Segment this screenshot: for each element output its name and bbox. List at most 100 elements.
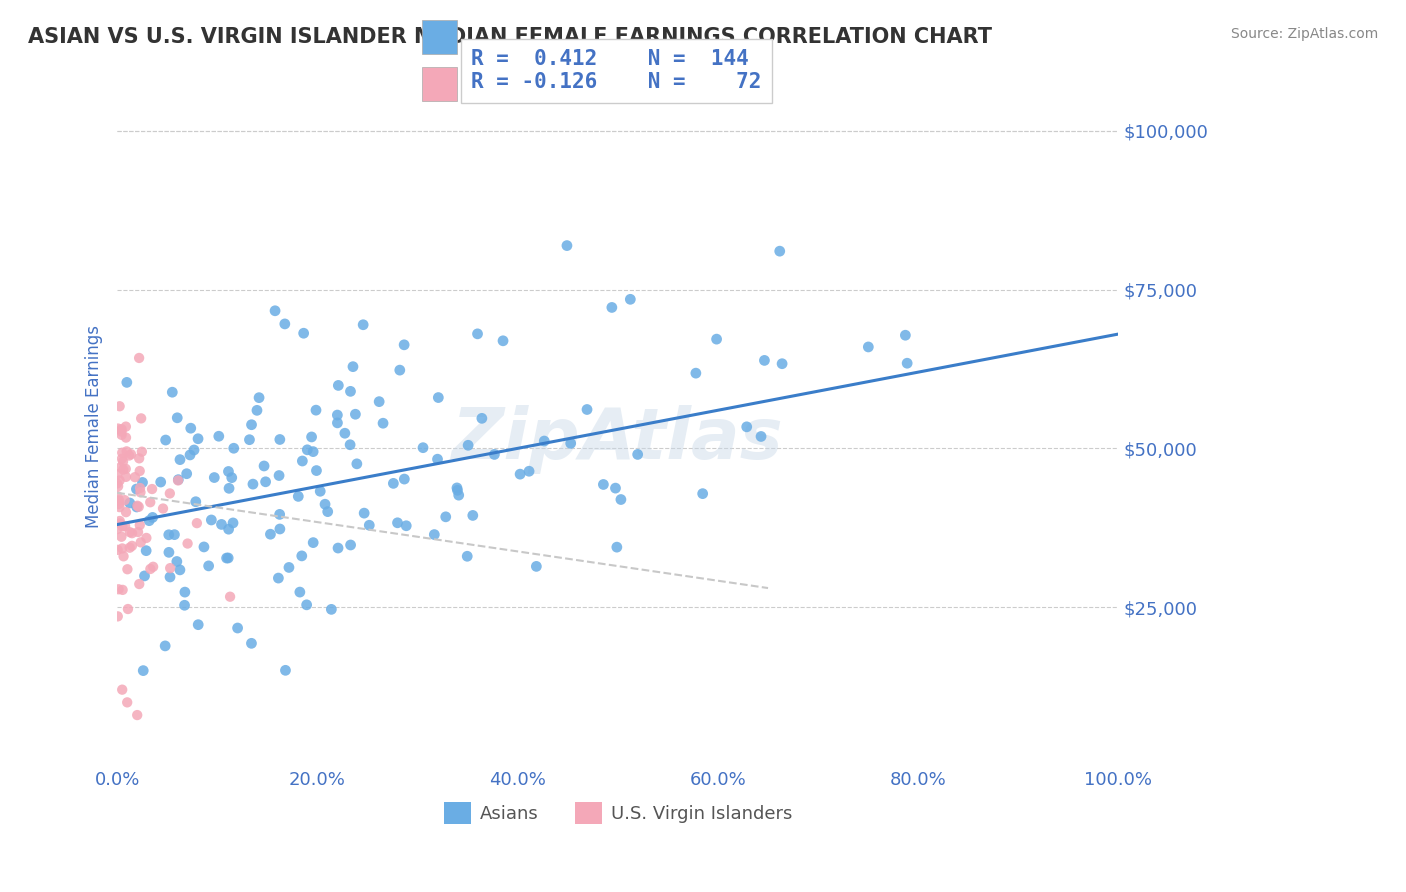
Asians bbox=[125, 482, 148, 496]
Asians bbox=[159, 570, 181, 584]
Asians bbox=[132, 664, 155, 678]
U.S. Virgin Islanders bbox=[111, 582, 134, 597]
Asians bbox=[247, 391, 270, 405]
U.S. Virgin Islanders bbox=[186, 516, 208, 530]
Asians bbox=[314, 497, 336, 511]
U.S. Virgin Islanders bbox=[108, 497, 131, 511]
U.S. Virgin Islanders bbox=[107, 421, 129, 435]
U.S. Virgin Islanders bbox=[114, 519, 136, 533]
Asians bbox=[456, 549, 478, 564]
Asians bbox=[253, 458, 276, 473]
U.S. Virgin Islanders bbox=[127, 524, 149, 539]
Asians bbox=[339, 538, 361, 552]
Asians bbox=[346, 457, 368, 471]
U.S. Virgin Islanders bbox=[152, 501, 174, 516]
Asians bbox=[162, 385, 184, 400]
Asians bbox=[685, 366, 707, 380]
U.S. Virgin Islanders bbox=[114, 462, 136, 476]
Asians bbox=[157, 528, 180, 542]
U.S. Virgin Islanders bbox=[176, 536, 198, 550]
U.S. Virgin Islanders bbox=[129, 535, 152, 549]
Text: Source: ZipAtlas.com: Source: ZipAtlas.com bbox=[1230, 27, 1378, 41]
Asians bbox=[427, 391, 450, 405]
U.S. Virgin Islanders bbox=[129, 411, 152, 425]
U.S. Virgin Islanders bbox=[108, 500, 131, 515]
Asians bbox=[269, 508, 291, 522]
Asians bbox=[353, 506, 375, 520]
U.S. Virgin Islanders bbox=[139, 495, 162, 509]
U.S. Virgin Islanders bbox=[107, 582, 129, 597]
Asians bbox=[184, 494, 207, 508]
U.S. Virgin Islanders bbox=[107, 489, 129, 503]
U.S. Virgin Islanders bbox=[128, 577, 150, 591]
Asians bbox=[446, 483, 468, 498]
Asians bbox=[610, 492, 633, 507]
U.S. Virgin Islanders bbox=[117, 562, 139, 576]
U.S. Virgin Islanders bbox=[115, 505, 138, 519]
U.S. Virgin Islanders bbox=[128, 451, 150, 466]
Asians bbox=[292, 326, 315, 341]
U.S. Virgin Islanders bbox=[105, 522, 128, 536]
Asians bbox=[215, 551, 238, 566]
U.S. Virgin Islanders bbox=[105, 467, 128, 482]
Asians bbox=[259, 527, 281, 541]
U.S. Virgin Islanders bbox=[129, 485, 152, 500]
U.S. Virgin Islanders bbox=[111, 541, 134, 556]
Asians bbox=[395, 518, 418, 533]
Asians bbox=[706, 332, 728, 346]
U.S. Virgin Islanders bbox=[219, 590, 242, 604]
Asians bbox=[316, 505, 339, 519]
Asians bbox=[352, 318, 374, 332]
U.S. Virgin Islanders bbox=[127, 708, 149, 723]
U.S. Virgin Islanders bbox=[112, 462, 135, 476]
U.S. Virgin Islanders bbox=[115, 695, 138, 709]
U.S. Virgin Islanders bbox=[118, 541, 141, 555]
U.S. Virgin Islanders bbox=[121, 539, 143, 553]
U.S. Virgin Islanders bbox=[131, 444, 153, 458]
Asians bbox=[457, 438, 479, 452]
U.S. Virgin Islanders bbox=[112, 549, 135, 564]
U.S. Virgin Islanders bbox=[115, 431, 138, 445]
U.S. Virgin Islanders bbox=[114, 493, 136, 508]
Asians bbox=[142, 510, 165, 524]
Asians bbox=[592, 477, 614, 491]
Asians bbox=[193, 540, 215, 554]
Asians bbox=[301, 430, 323, 444]
Asians bbox=[187, 617, 209, 632]
Asians bbox=[600, 301, 623, 315]
Asians bbox=[226, 621, 249, 635]
Asians bbox=[218, 481, 240, 495]
Asians bbox=[166, 554, 188, 568]
Asians bbox=[180, 421, 202, 435]
Asians bbox=[359, 518, 381, 533]
Asians bbox=[183, 442, 205, 457]
U.S. Virgin Islanders bbox=[127, 499, 149, 513]
Asians bbox=[242, 477, 264, 491]
Asians bbox=[735, 420, 758, 434]
Asians bbox=[305, 464, 328, 478]
U.S. Virgin Islanders bbox=[159, 486, 181, 500]
Asians bbox=[217, 551, 239, 566]
Asians bbox=[627, 447, 650, 461]
U.S. Virgin Islanders bbox=[110, 530, 132, 544]
U.S. Virgin Islanders bbox=[129, 481, 152, 495]
Asians bbox=[388, 363, 411, 377]
U.S. Virgin Islanders bbox=[112, 455, 135, 469]
Asians bbox=[240, 417, 263, 432]
Asians bbox=[211, 517, 233, 532]
Asians bbox=[218, 522, 240, 536]
Asians bbox=[423, 527, 446, 541]
Asians bbox=[309, 484, 332, 499]
Asians bbox=[287, 489, 309, 503]
Asians bbox=[447, 488, 470, 502]
Asians bbox=[187, 432, 209, 446]
Asians bbox=[267, 468, 290, 483]
Text: ASIAN VS U.S. VIRGIN ISLANDER MEDIAN FEMALE EARNINGS CORRELATION CHART: ASIAN VS U.S. VIRGIN ISLANDER MEDIAN FEM… bbox=[28, 27, 993, 46]
Asians bbox=[246, 403, 269, 417]
Asians bbox=[267, 571, 290, 585]
Asians bbox=[138, 514, 160, 528]
Asians bbox=[555, 238, 578, 252]
Asians bbox=[173, 585, 195, 599]
Asians bbox=[426, 452, 449, 467]
Asians bbox=[484, 447, 506, 461]
